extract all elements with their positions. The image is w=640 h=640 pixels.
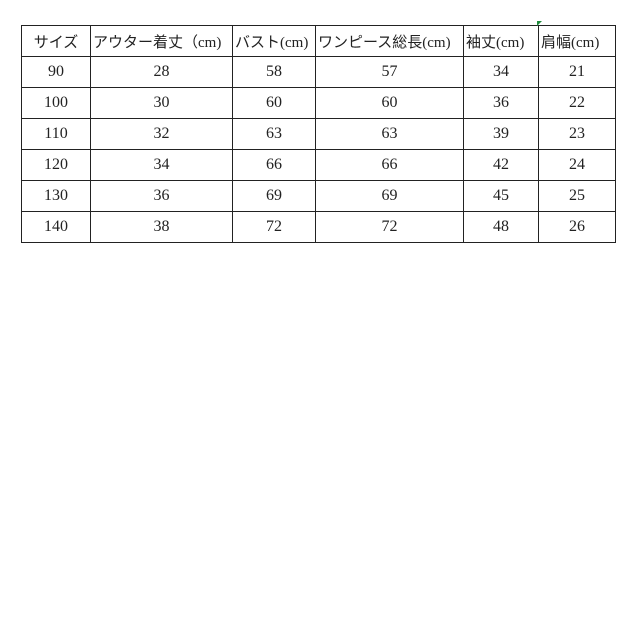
table-cell: 25 (538, 180, 616, 212)
size-table: サイズ アウター着丈（cm) バスト(cm) ワンピース総長(cm) 袖丈(cm) 肩幅(… (21, 25, 616, 243)
table-cell: 63 (315, 118, 464, 150)
table-cell: 69 (315, 180, 464, 212)
table-row: 90 28 58 57 34 21 (21, 56, 616, 88)
table-cell: 130 (21, 180, 91, 212)
table-row: 110 32 63 63 39 23 (21, 118, 616, 150)
table-cell: 42 (463, 149, 539, 181)
table-cell: 21 (538, 56, 616, 88)
table-cell: 100 (21, 87, 91, 119)
table-body: 90 28 58 57 34 21 100 30 60 60 36 22 110 32 63 63 39 23 12… (21, 56, 616, 243)
table-cell: 23 (538, 118, 616, 150)
table-cell: 30 (90, 87, 233, 119)
table-cell: 58 (232, 56, 316, 88)
table-cell: 32 (90, 118, 233, 150)
table-cell: 48 (463, 211, 539, 243)
header-cell: 袖丈(cm) (463, 25, 539, 57)
table-cell: 72 (315, 211, 464, 243)
table-row: 140 38 72 72 48 26 (21, 211, 616, 243)
table-cell: 45 (463, 180, 539, 212)
table-cell: 120 (21, 149, 91, 181)
header-cell: アウター着丈（cm) (90, 25, 233, 57)
table-cell: 36 (463, 87, 539, 119)
table-cell: 66 (315, 149, 464, 181)
table-cell: 36 (90, 180, 233, 212)
header-cell: ワンピース総長(cm) (315, 25, 464, 57)
table-cell: 72 (232, 211, 316, 243)
table-row: 120 34 66 66 42 24 (21, 149, 616, 181)
header-cell: 肩幅(cm) (538, 25, 616, 57)
header-row: サイズ アウター着丈（cm) バスト(cm) ワンピース総長(cm) 袖丈(cm) 肩幅(… (21, 25, 616, 57)
table-cell: 26 (538, 211, 616, 243)
table-cell: 63 (232, 118, 316, 150)
table-row: 130 36 69 69 45 25 (21, 180, 616, 212)
table-cell: 34 (463, 56, 539, 88)
header-cell: バスト(cm) (232, 25, 316, 57)
table-cell: 57 (315, 56, 464, 88)
table-cell: 34 (90, 149, 233, 181)
table-cell: 140 (21, 211, 91, 243)
table-cell: 39 (463, 118, 539, 150)
table-cell: 66 (232, 149, 316, 181)
cell-marker (537, 21, 542, 26)
table-cell: 60 (232, 87, 316, 119)
table-cell: 60 (315, 87, 464, 119)
table-cell: 38 (90, 211, 233, 243)
table-row: 100 30 60 60 36 22 (21, 87, 616, 119)
table-cell: 28 (90, 56, 233, 88)
table-cell: 24 (538, 149, 616, 181)
table-cell: 90 (21, 56, 91, 88)
table-cell: 110 (21, 118, 91, 150)
header-cell: サイズ (21, 25, 91, 57)
table-cell: 69 (232, 180, 316, 212)
table-cell: 22 (538, 87, 616, 119)
